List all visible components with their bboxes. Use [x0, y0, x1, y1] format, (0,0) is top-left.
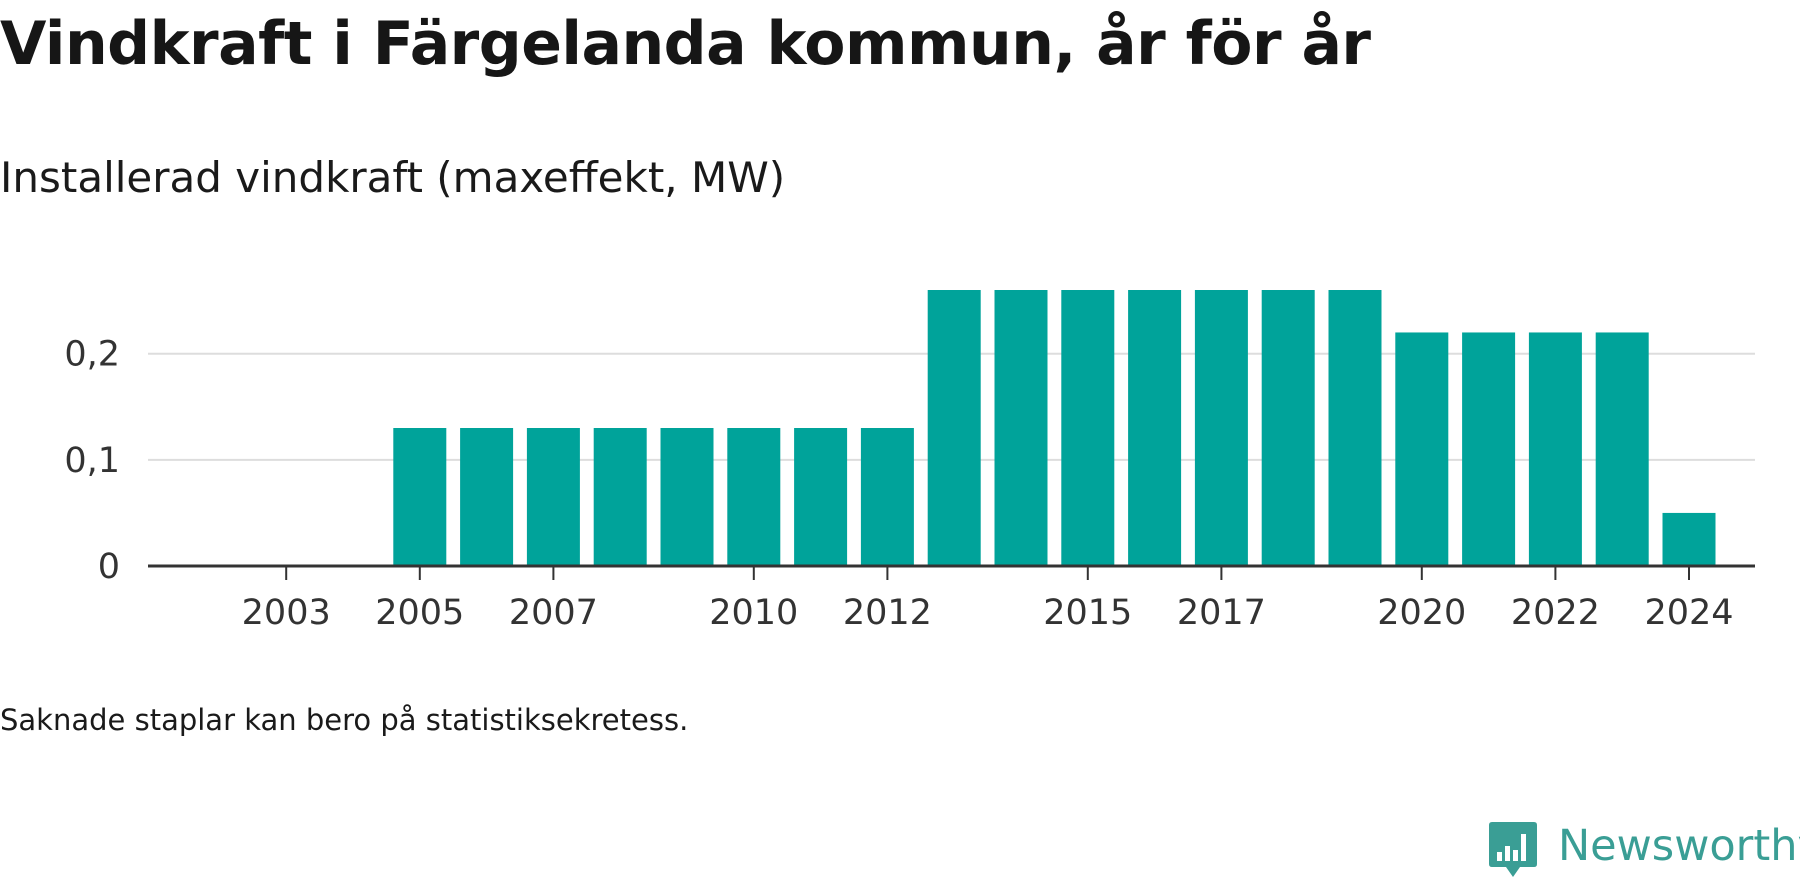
bar-2013	[927, 290, 981, 566]
bar-2011	[794, 428, 848, 566]
y-tick-label: 0,2	[64, 335, 120, 375]
bar-2019	[1328, 290, 1382, 566]
bars	[393, 290, 1716, 566]
x-tick-label: 2020	[1377, 593, 1466, 633]
x-tick-label: 2015	[1043, 593, 1132, 633]
bar-2008	[593, 428, 647, 566]
bar-2010	[727, 428, 781, 566]
x-tick-label: 2003	[242, 593, 331, 633]
bar-2018	[1261, 290, 1315, 566]
bar-2023	[1595, 332, 1649, 566]
bar-2022	[1528, 332, 1582, 566]
footnote: Saknade staplar kan bero på statistiksek…	[0, 703, 689, 737]
y-tick-label: 0	[98, 547, 120, 587]
x-tick-label: 2010	[709, 593, 798, 633]
x-tick-label: 2005	[375, 593, 464, 633]
bar-2024	[1662, 512, 1716, 566]
bar-2006	[460, 428, 514, 566]
axes: 0 0,1 0,2 2003 2005 2007 2010 2012 2015 2017 2020 2…	[64, 335, 1755, 633]
chart-title: Vindkraft i Färgelanda kommun, år för år	[0, 9, 1371, 79]
bar-2005	[393, 428, 447, 566]
x-tick-label: 2024	[1644, 593, 1733, 633]
bar-2016	[1128, 290, 1182, 566]
bar-2020	[1395, 332, 1449, 566]
bar-2007	[526, 428, 580, 566]
chart-subtitle: Installerad vindkraft (maxeffekt, MW)	[0, 153, 786, 202]
x-tick-label: 2022	[1511, 593, 1600, 633]
bar-2012	[860, 428, 914, 566]
newsworthy-logo-icon	[1489, 822, 1537, 877]
bar-2015	[1061, 290, 1115, 566]
x-tick-label: 2012	[843, 593, 932, 633]
bar-2014	[994, 290, 1048, 566]
bar-2009	[660, 428, 714, 566]
bar-2017	[1194, 290, 1248, 566]
brand-logo: Newsworthy	[1488, 818, 1800, 878]
bar-2021	[1462, 332, 1516, 566]
x-tick-label: 2017	[1177, 593, 1266, 633]
brand-name: Newsworthy	[1558, 821, 1800, 871]
x-tick-label: 2007	[509, 593, 598, 633]
y-tick-label: 0,1	[64, 441, 120, 481]
bar-chart: 0 0,1 0,2 2003 2005 2007 2010 2012 2015 2017 2020 2…	[64, 290, 1755, 633]
